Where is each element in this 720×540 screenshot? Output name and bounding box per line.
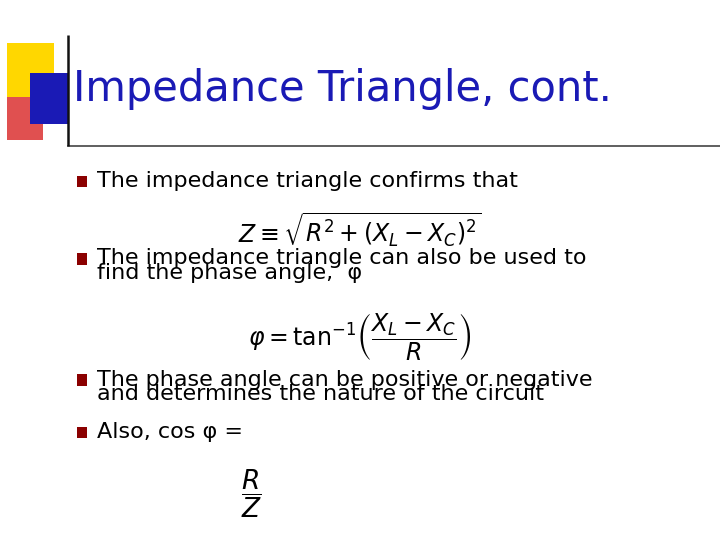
Text: The impedance triangle confirms that: The impedance triangle confirms that xyxy=(97,171,518,191)
Bar xyxy=(77,427,87,438)
Text: Also, cos φ =: Also, cos φ = xyxy=(97,422,243,442)
Text: $Z \equiv \sqrt{R^2 + (X_L - X_C)^2}$: $Z \equiv \sqrt{R^2 + (X_L - X_C)^2}$ xyxy=(238,211,482,248)
Text: The impedance triangle can also be used to: The impedance triangle can also be used … xyxy=(97,248,587,268)
Bar xyxy=(7,92,43,140)
Bar xyxy=(7,43,54,97)
Bar xyxy=(77,374,87,386)
Bar xyxy=(30,73,68,124)
Text: find the phase angle,  φ: find the phase angle, φ xyxy=(97,262,362,283)
Text: and determines the nature of the circuit: and determines the nature of the circuit xyxy=(97,384,544,404)
Text: The phase angle can be positive or negative: The phase angle can be positive or negat… xyxy=(97,369,593,390)
Text: $\varphi = \tan^{-1}\!\left(\dfrac{X_L - X_C}{R}\right)$: $\varphi = \tan^{-1}\!\left(\dfrac{X_L -… xyxy=(248,312,472,363)
Text: Impedance Triangle, cont.: Impedance Triangle, cont. xyxy=(73,68,612,110)
Bar xyxy=(77,253,87,265)
Bar xyxy=(77,176,87,187)
Text: $\dfrac{R}{Z}$: $\dfrac{R}{Z}$ xyxy=(241,468,263,520)
